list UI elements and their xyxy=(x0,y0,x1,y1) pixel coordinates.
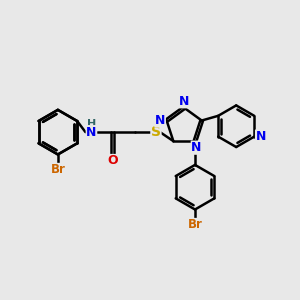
Text: N: N xyxy=(86,126,97,139)
Text: N: N xyxy=(179,95,189,108)
Text: N: N xyxy=(191,141,202,154)
Text: Br: Br xyxy=(188,218,202,231)
Text: N: N xyxy=(155,114,165,127)
Text: H: H xyxy=(87,119,97,129)
Text: S: S xyxy=(151,125,161,139)
Text: N: N xyxy=(256,130,266,143)
Text: O: O xyxy=(107,154,118,167)
Text: Br: Br xyxy=(50,164,65,176)
